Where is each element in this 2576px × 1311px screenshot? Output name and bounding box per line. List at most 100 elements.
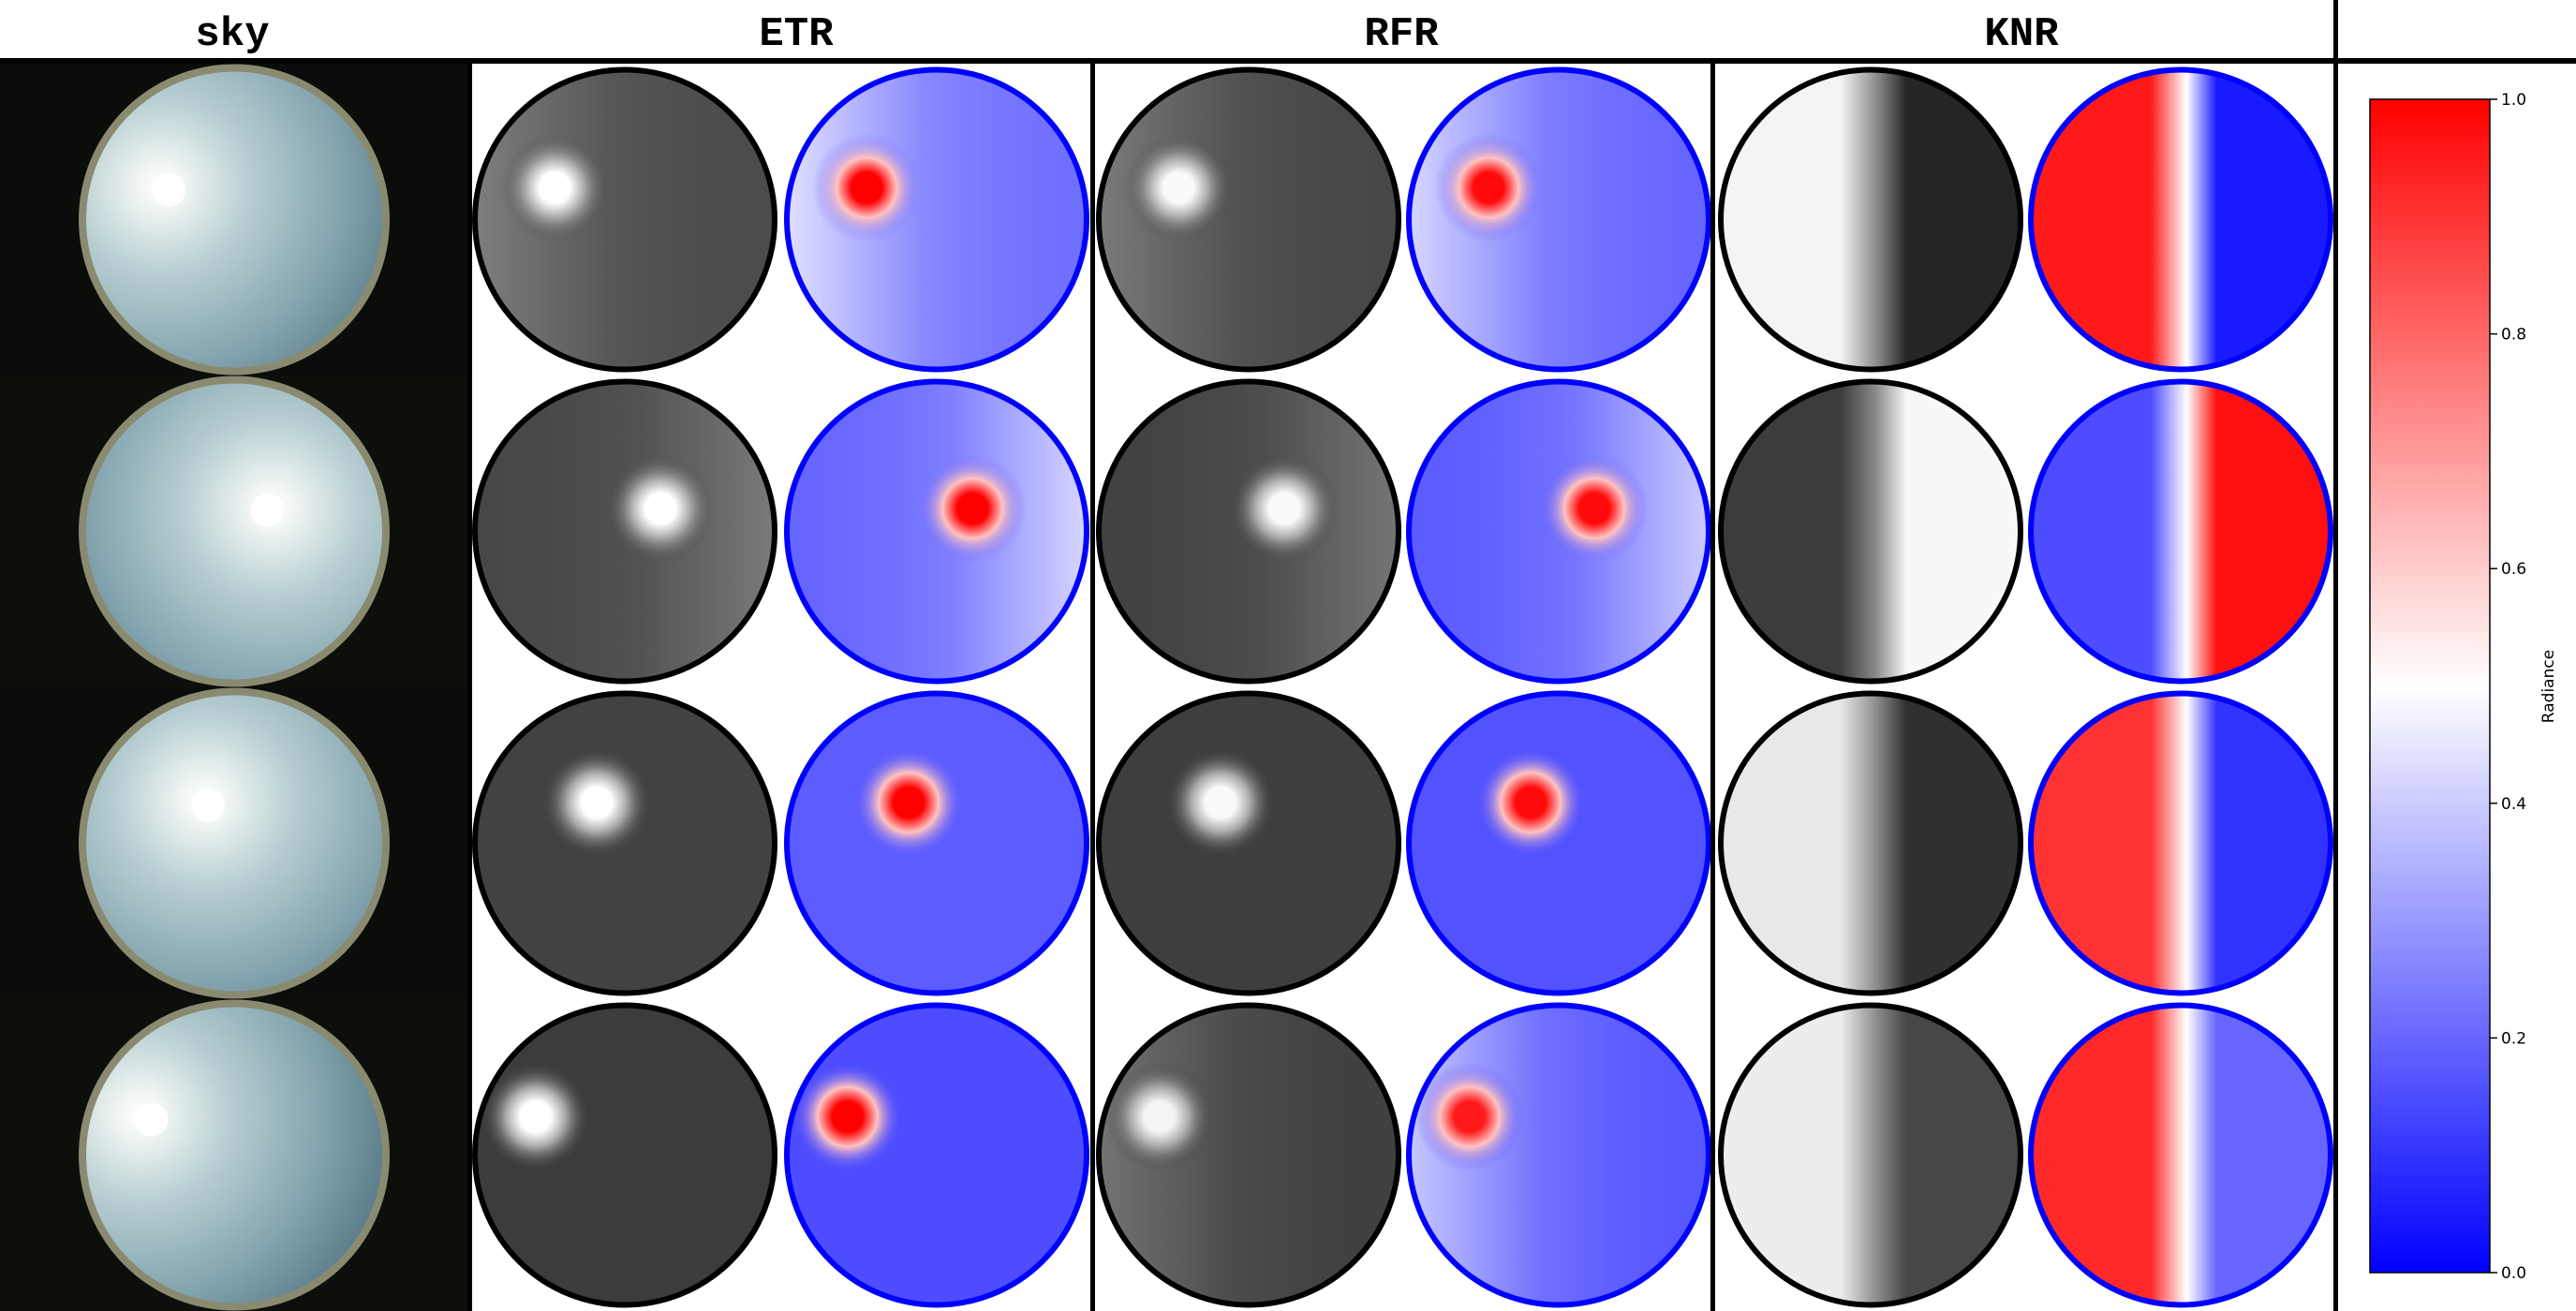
sky-fisheye-photo — [86, 71, 382, 368]
sun-hotspot — [1414, 1062, 1524, 1171]
map-rim — [472, 66, 777, 373]
sun-hotspot — [500, 133, 610, 243]
knr-bwr-map — [2028, 690, 2333, 996]
knr-gray-map — [1718, 1002, 2023, 1308]
map-rim — [1406, 66, 1711, 373]
colorbar: 0.0 0.2 0.4 0.6 0.8 1.0 Radiance — [2369, 91, 2558, 1283]
colorbar-tick-label: 0.6 — [2501, 560, 2526, 579]
colorbar-ticks: 0.0 0.2 0.4 0.6 0.8 1.0 — [2490, 91, 2526, 1283]
map-rim — [1406, 690, 1711, 996]
rfr-gray-map — [1096, 1002, 1401, 1308]
sun-hotspot — [1166, 747, 1276, 857]
rfr-bwr-map — [1406, 690, 1711, 996]
map-rim — [784, 690, 1089, 996]
colorbar-tick-label: 0.2 — [2501, 1029, 2526, 1048]
rfr-bwr-map — [1406, 66, 1711, 373]
map-rim — [472, 378, 777, 685]
sun-hotspot — [1540, 454, 1650, 564]
divider-etr-rfr — [1090, 64, 1095, 1311]
etr-bwr-map — [784, 1002, 1089, 1308]
map-rim — [2028, 66, 2333, 373]
sun-hotspot — [1104, 1062, 1214, 1171]
radiance-disk — [1721, 693, 2021, 994]
radiance-disk — [2031, 69, 2331, 370]
etr-bwr-map — [784, 66, 1089, 373]
header-knr: KNR — [1984, 11, 2059, 58]
etr-gray-map — [472, 66, 777, 373]
map-rim — [1406, 1002, 1711, 1308]
colorbar-tick-label: 0.0 — [2501, 1264, 2526, 1283]
map-rim — [784, 66, 1089, 373]
radiance-disk — [1721, 381, 2021, 682]
colorbar-label: Radiance — [2539, 650, 2558, 723]
map-rim — [472, 690, 777, 996]
map-rim — [1096, 1002, 1401, 1308]
map-rim — [2028, 378, 2333, 685]
header-divider — [0, 58, 2576, 64]
map-rim — [784, 378, 1089, 685]
sky-fisheye-photo — [86, 383, 382, 680]
sun-hotspot — [812, 133, 922, 243]
rfr-gray-map — [1096, 378, 1401, 685]
sky-photos — [0, 64, 468, 1311]
map-rim — [2028, 1002, 2333, 1308]
header-rfr: RFR — [1364, 11, 1439, 58]
etr-bwr-map — [784, 378, 1089, 685]
etr-gray-map — [472, 690, 777, 996]
map-rim — [1718, 1002, 2023, 1308]
rfr-gray-map — [1096, 690, 1401, 996]
colorbar-gradient — [2369, 98, 2491, 1274]
model-maps — [472, 66, 2333, 1308]
rfr-gray-map — [1096, 66, 1401, 373]
knr-gray-map — [1718, 378, 2023, 685]
sun-hotspot — [854, 747, 964, 857]
map-rim — [1096, 66, 1401, 373]
sun-disk — [191, 788, 226, 823]
sun-hotspot — [606, 454, 716, 564]
divider-knr-colorbar — [2333, 0, 2338, 1311]
etr-gray-map — [472, 1002, 777, 1308]
etr-bwr-map — [784, 690, 1089, 996]
sun-disk — [152, 172, 186, 207]
sky-fisheye-photo — [86, 695, 382, 992]
radiance-disk — [1721, 1005, 2021, 1305]
map-rim — [2028, 690, 2333, 996]
map-rim — [1718, 378, 2023, 685]
colorbar-tick-label: 1.0 — [2501, 91, 2526, 110]
knr-bwr-map — [2028, 1002, 2333, 1308]
radiance-disk — [1721, 69, 2021, 370]
map-rim — [1718, 690, 2023, 996]
sun-hotspot — [918, 454, 1028, 564]
map-rim — [1406, 378, 1711, 685]
sun-hotspot — [1434, 133, 1544, 243]
header-etr: ETR — [759, 11, 834, 58]
sun-hotspot — [792, 1062, 902, 1171]
map-rim — [784, 1002, 1089, 1308]
knr-gray-map — [1718, 690, 2023, 996]
header-sky: sky — [195, 11, 269, 58]
etr-gray-map — [472, 378, 777, 685]
sun-disk — [250, 493, 285, 527]
sun-hotspot — [542, 747, 652, 857]
radiance-disk — [2031, 381, 2331, 682]
sun-disk — [134, 1102, 169, 1137]
knr-bwr-map — [2028, 378, 2333, 685]
rfr-bwr-map — [1406, 378, 1711, 685]
colorbar-tick-label: 0.4 — [2501, 795, 2526, 814]
rfr-bwr-map — [1406, 1002, 1711, 1308]
knr-bwr-map — [2028, 66, 2333, 373]
map-rim — [472, 1002, 777, 1308]
colorbar-tick-label: 0.8 — [2501, 326, 2526, 345]
sun-hotspot — [1476, 747, 1586, 857]
divider-rfr-knr — [1710, 64, 1715, 1311]
divider-sky-etr — [467, 64, 472, 1311]
map-rim — [1096, 378, 1401, 685]
sun-hotspot — [1124, 133, 1234, 243]
knr-gray-map — [1718, 66, 2023, 373]
radiance-disk — [2031, 1005, 2331, 1305]
map-rim — [1096, 690, 1401, 996]
sky-fisheye-photo — [86, 1007, 382, 1304]
radiance-disk — [2031, 693, 2331, 994]
